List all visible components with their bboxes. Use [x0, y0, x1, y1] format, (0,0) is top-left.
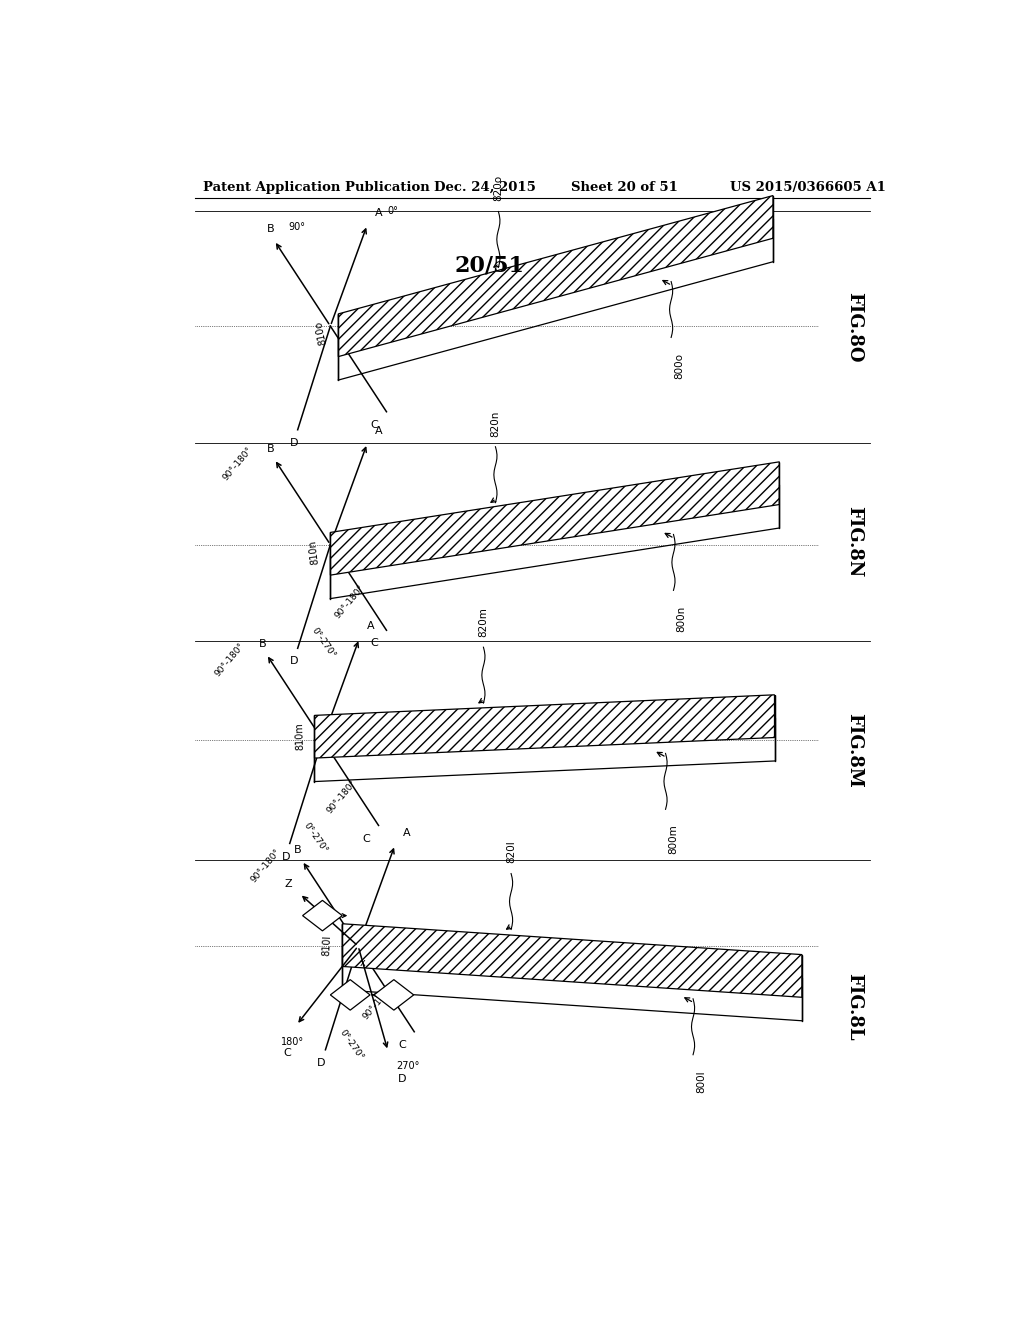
- Text: 180°: 180°: [281, 1038, 304, 1047]
- Text: 90°: 90°: [289, 222, 305, 232]
- Polygon shape: [342, 924, 802, 998]
- Text: D: D: [290, 438, 298, 447]
- Text: C: C: [371, 420, 379, 430]
- Text: 0°-270°: 0°-270°: [337, 1028, 365, 1061]
- Text: 810l: 810l: [322, 935, 333, 957]
- Text: FIG.8L: FIG.8L: [845, 973, 863, 1041]
- Text: C: C: [398, 1040, 407, 1049]
- Text: 820m: 820m: [478, 607, 488, 638]
- Text: A: A: [375, 426, 383, 436]
- Text: B: B: [258, 639, 266, 649]
- Text: 810n: 810n: [308, 540, 321, 565]
- Text: 90°-180°: 90°-180°: [249, 847, 283, 884]
- Text: 270°: 270°: [396, 1061, 419, 1072]
- Text: 820l: 820l: [506, 841, 516, 863]
- Text: A: A: [368, 622, 375, 631]
- Text: C: C: [283, 1048, 291, 1057]
- Text: 90°-180°: 90°-180°: [326, 777, 358, 816]
- Text: 820o: 820o: [494, 176, 504, 202]
- Text: D: D: [282, 851, 290, 862]
- Text: US 2015/0366605 A1: US 2015/0366605 A1: [729, 181, 886, 194]
- Text: D: D: [290, 656, 298, 667]
- Text: FIG.8O: FIG.8O: [845, 292, 863, 363]
- Text: 0°-270°: 0°-270°: [309, 626, 337, 660]
- Text: 20/51: 20/51: [454, 255, 524, 276]
- Text: 0°: 0°: [387, 206, 398, 215]
- Text: 0°-270°: 0°-270°: [302, 821, 329, 855]
- Text: B: B: [294, 845, 302, 855]
- Text: Dec. 24, 2015: Dec. 24, 2015: [433, 181, 536, 194]
- Text: x: x: [359, 958, 365, 969]
- Text: Sheet 20 of 51: Sheet 20 of 51: [570, 181, 678, 194]
- Text: D: D: [317, 1057, 326, 1068]
- Text: 810o: 810o: [314, 319, 329, 346]
- Text: 810m: 810m: [294, 722, 305, 751]
- Text: 800o: 800o: [674, 352, 684, 379]
- Polygon shape: [331, 462, 779, 576]
- Text: C: C: [362, 833, 371, 843]
- Text: 800l: 800l: [696, 1071, 706, 1093]
- Text: B: B: [266, 444, 274, 454]
- Text: FIG.8M: FIG.8M: [845, 713, 863, 788]
- Text: 90°-180°: 90°-180°: [213, 640, 247, 677]
- Text: 90°-180°: 90°-180°: [334, 583, 367, 620]
- Text: 90°-180°: 90°-180°: [361, 985, 394, 1022]
- Text: 800n: 800n: [677, 606, 686, 632]
- Text: A: A: [403, 828, 411, 838]
- Text: D: D: [397, 1073, 407, 1084]
- Text: Patent Application Publication: Patent Application Publication: [204, 181, 430, 194]
- Polygon shape: [303, 900, 342, 931]
- Text: Z: Z: [284, 879, 292, 888]
- Polygon shape: [331, 979, 370, 1010]
- Text: A: A: [375, 207, 383, 218]
- Polygon shape: [314, 694, 774, 758]
- Text: 820n: 820n: [490, 411, 501, 437]
- Text: C: C: [371, 639, 379, 648]
- Polygon shape: [374, 979, 414, 1010]
- Text: y: y: [324, 916, 330, 925]
- Text: B: B: [266, 224, 274, 235]
- Text: FIG.8N: FIG.8N: [845, 507, 863, 578]
- Text: 90°-180°: 90°-180°: [221, 445, 254, 483]
- Text: 800m: 800m: [669, 825, 679, 854]
- Polygon shape: [338, 195, 773, 356]
